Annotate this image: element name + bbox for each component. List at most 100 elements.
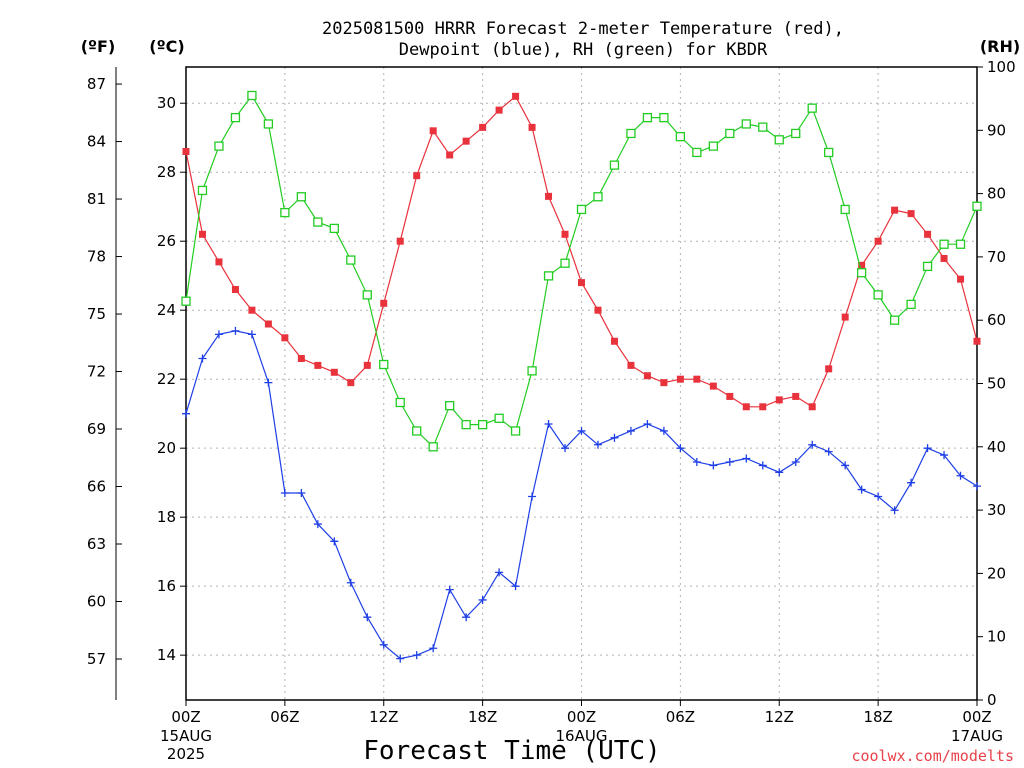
rh-point [659,112,669,123]
temperature-point [380,299,388,307]
temperature-point [198,230,206,238]
rh-point [197,185,208,196]
temperature-point [330,368,338,376]
rh-point [379,359,389,370]
temperature-point [610,337,618,345]
dewpoint-point [198,354,207,363]
rh-point [543,271,554,281]
rh-tick-label: 60 [987,311,1006,329]
temperature-point [561,230,569,238]
temperature-point [446,151,454,159]
dewpoint-point [445,585,454,594]
rh-point [692,147,702,158]
rh-tick-label: 80 [987,185,1006,203]
dewpoint-point [346,578,355,587]
grid-layer [186,67,977,700]
rh-tick-label: 90 [987,121,1006,139]
dewpoint-point [330,537,339,546]
fahrenheit-tick-label: 84 [87,133,106,151]
temperature-point [578,279,585,287]
temperature-point [957,275,965,283]
dewpoint-point [808,440,817,449]
dewpoint-point [841,461,850,470]
dewpoint-point [264,378,273,387]
rh-point [214,141,224,151]
rh-point [494,413,504,423]
rh-tick-label: 100 [987,58,1016,76]
rh-point [708,141,718,151]
dewpoint-point [659,426,668,435]
rh-point [856,268,867,278]
celsius-tick-label: 24 [157,301,176,319]
temperature-point [907,210,915,218]
rh-point [741,119,751,129]
dewpoint-point [643,420,652,429]
dewpoint-point [791,457,800,466]
x-date-label: 17AUG [951,727,1003,745]
fahrenheit-tick-label: 66 [87,478,106,496]
x-tick-label: 12Z [765,708,794,726]
temperature-point [841,313,849,321]
rh-point [527,366,537,376]
temperature-point [858,261,866,269]
temperature-point [676,375,684,383]
rh-point [461,419,471,430]
celsius-tick-label: 28 [157,163,176,181]
temperature-point [742,403,750,411]
temperature-point [281,334,289,342]
dewpoint-point [429,644,438,653]
rh-point [230,112,241,123]
rh-unit-label: (RH) [980,37,1020,56]
x-tick-label: 18Z [468,708,497,726]
dewpoint-point [907,478,916,487]
temperature-point [808,403,816,411]
dewpoint-point [280,489,289,498]
celsius-unit-label: (ºC) [149,37,184,56]
dewpoint-point [758,461,767,470]
dewpoint-point [297,489,306,498]
rh-point [313,217,323,227]
dewpoint-point [890,506,899,515]
dewpoint-point [313,520,322,529]
rh-point [593,192,603,202]
temperature-point [759,403,767,411]
dewpoint-point [709,461,718,470]
celsius-tick-label: 22 [157,370,176,388]
rh-point [972,201,982,211]
x-date-label: 15AUG [160,727,212,745]
x-year-label: 2025 [167,745,205,763]
rh-point [395,397,405,408]
dewpoint-point [742,454,751,463]
celsius-tick-label: 18 [157,508,176,526]
dewpoint-point [214,330,223,339]
series-layer [181,90,982,663]
rh-point [280,207,290,218]
temperature-point [825,365,833,373]
dewpoint-point [544,420,553,429]
x-tick-label: 12Z [369,708,398,726]
temperature-point [479,123,487,131]
temperature-point [528,123,536,131]
fahrenheit-tick-label: 87 [87,75,106,93]
fahrenheit-tick-label: 63 [87,535,106,553]
temperature-point [363,361,371,369]
temperature-point [924,230,932,238]
temperature-point [891,206,899,214]
temperature-point [231,285,239,293]
temperature-point [973,337,981,345]
celsius-tick-label: 16 [157,577,176,595]
temperature-point [413,172,421,180]
temperature-point [775,396,783,404]
temperature-point [643,372,651,380]
rh-point [807,103,817,113]
credit-text: coolwx.com/modelts [851,747,1014,765]
rh-point [922,261,933,272]
dewpoint-point [396,654,405,663]
rh-tick-label: 0 [987,691,997,709]
rh-point [840,204,850,215]
rh-point [939,239,949,249]
dewpoint-point [247,330,256,339]
rh-point [181,296,191,306]
dewpoint-point [725,457,734,466]
